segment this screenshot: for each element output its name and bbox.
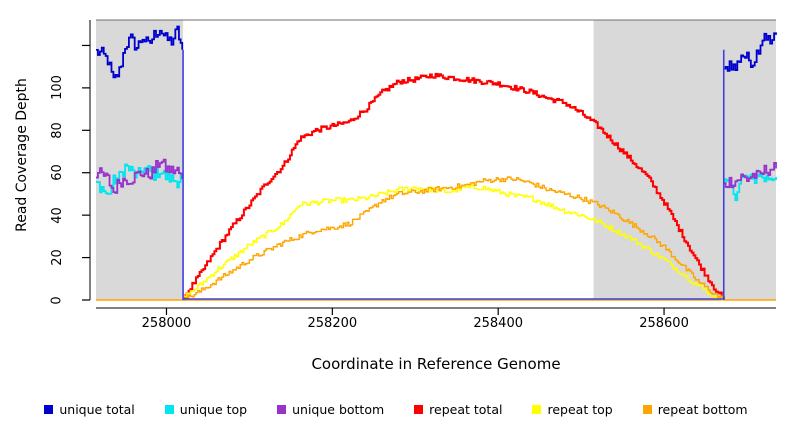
x-tick-label-258200: 258200	[307, 316, 358, 331]
x-axis-title: Coordinate in Reference Genome	[311, 355, 561, 373]
legend-label: unique total	[59, 401, 135, 417]
shaded-region-right-flank	[593, 20, 776, 300]
legend-swatch-icon	[642, 404, 652, 414]
series-unique-total-seg1	[723, 32, 777, 72]
legend-swatch-icon	[277, 404, 287, 414]
shaded-region-left-flank	[96, 20, 184, 300]
chart-legend: unique total unique top unique bottom repea…	[0, 396, 792, 422]
legend-label: unique bottom	[292, 401, 385, 417]
legend-item-unique-bottom: unique bottom	[277, 402, 384, 417]
series-repeat-bottom	[183, 176, 725, 301]
legend-item-unique-top: unique top	[164, 401, 248, 417]
legend-label: repeat bottom	[657, 401, 748, 417]
legend-item-repeat-total: repeat total	[414, 402, 502, 417]
series-repeat-total	[183, 72, 725, 300]
legend-label: repeat total	[429, 401, 503, 417]
legend-swatch-icon	[44, 404, 54, 414]
series-unique-bottom-seg0	[96, 158, 184, 194]
x-tick-label-258000: 258000	[141, 316, 192, 331]
x-tick-label-258600: 258600	[639, 316, 689, 331]
series-unique-total-seg0	[96, 25, 184, 79]
legend-item-repeat-top: repeat top	[532, 401, 613, 417]
series-unique-bottom-seg1	[723, 162, 777, 189]
legend-label: unique top	[179, 401, 248, 417]
legend-swatch-icon	[532, 404, 542, 414]
x-tick-label-258400: 258400	[473, 316, 524, 331]
legend-swatch-icon	[414, 404, 424, 414]
legend-item-unique-total: unique total	[44, 401, 135, 417]
series-repeat-top	[183, 184, 724, 301]
legend-swatch-icon	[164, 404, 174, 414]
legend-item-repeat-bottom: repeat bottom	[642, 401, 748, 417]
legend-label: repeat top	[547, 401, 613, 417]
